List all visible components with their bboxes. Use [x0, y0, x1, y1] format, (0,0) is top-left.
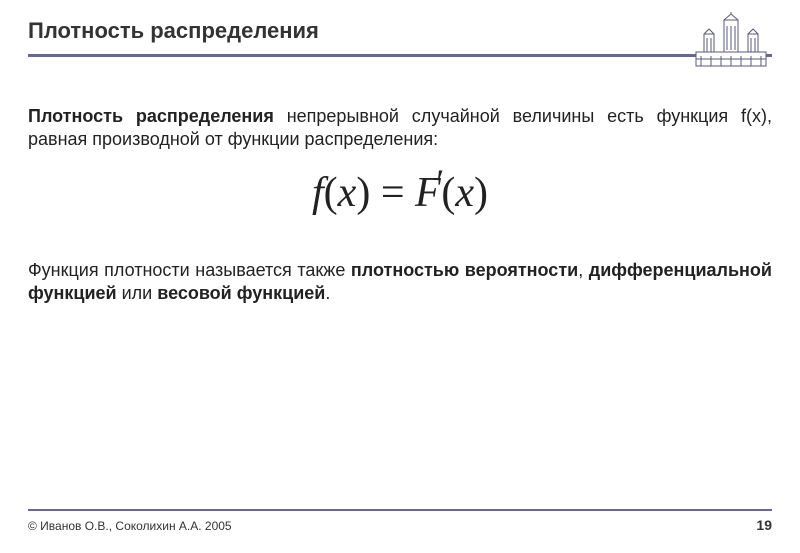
msu-logo-icon: [686, 12, 776, 76]
footer-divider: [28, 509, 772, 511]
p2-t2: ,: [578, 260, 589, 280]
formula-x2: x: [455, 170, 474, 216]
slide-body: Плотность распределения непрерывной случ…: [28, 71, 772, 305]
page-number: 19: [756, 517, 772, 533]
formula: f(x) = F′(x): [312, 170, 488, 216]
slide-header: Плотность распределения: [28, 18, 772, 57]
p2-t3: или: [117, 283, 158, 303]
formula-f: f: [312, 170, 324, 216]
paren-close: ): [356, 170, 370, 216]
term-bold: Плотность распределения: [28, 106, 274, 126]
p2-t1: Функция плотности называется также: [28, 260, 351, 280]
slide: Плотность распределения: [0, 0, 800, 553]
footer-row: © Иванов О.В., Соколихин А.А. 2005 19: [28, 517, 772, 533]
slide-title: Плотность распределения: [28, 18, 772, 54]
title-divider: [28, 54, 772, 57]
paren-close-2: ): [474, 170, 488, 216]
copyright-text: © Иванов О.В., Соколихин А.А. 2005: [28, 519, 232, 533]
slide-footer: © Иванов О.В., Соколихин А.А. 2005 19: [28, 509, 772, 533]
definition-paragraph: Плотность распределения непрерывной случ…: [28, 105, 772, 151]
formula-x1: x: [338, 170, 357, 216]
prime-mark: ′: [436, 162, 444, 202]
formula-eq: =: [381, 170, 405, 216]
formula-block: f(x) = F′(x): [28, 169, 772, 217]
p2-b1: плотностью вероятности: [351, 260, 578, 280]
aliases-paragraph: Функция плотности называется также плотн…: [28, 259, 772, 305]
p2-b3: весовой функцией: [157, 283, 325, 303]
paren-open: (: [324, 170, 338, 216]
p2-t4: .: [325, 283, 330, 303]
